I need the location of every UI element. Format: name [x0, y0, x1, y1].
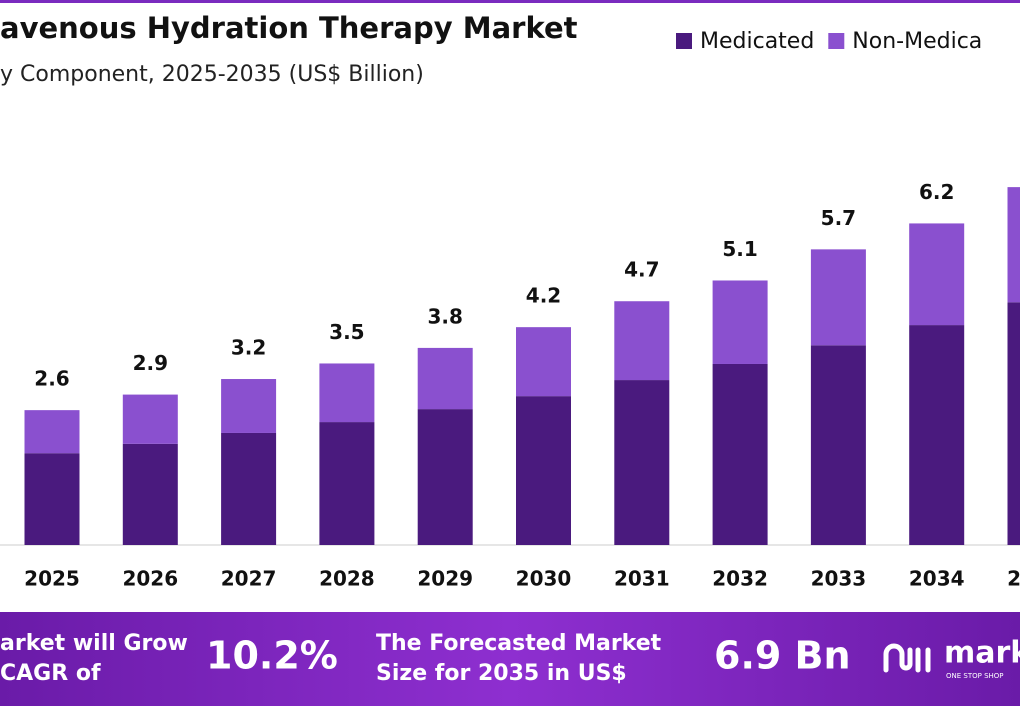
total-label: 4.2: [526, 284, 561, 308]
x-tick-label: 2033: [811, 567, 867, 591]
bar-segment: [810, 345, 866, 545]
x-tick-label: 2028: [319, 567, 375, 591]
total-label: 3.2: [231, 336, 266, 360]
bar-segment: [319, 422, 375, 545]
x-tick-label: 2025: [24, 567, 80, 591]
legend-label: Non-Medica: [852, 29, 982, 54]
bar-segment: [1007, 187, 1020, 303]
x-tick-label: 2034: [909, 567, 965, 591]
total-label: 4.7: [624, 258, 659, 282]
total-label: 5.7: [821, 206, 856, 230]
cagr-value: 10.2%: [206, 634, 338, 678]
legend-swatch: [828, 33, 845, 49]
x-tick-label: 2027: [221, 567, 277, 591]
bar-segment: [319, 363, 375, 423]
forecast-value: 6.9 Bn: [714, 634, 851, 678]
bar-segment: [417, 409, 473, 545]
logo-tagline: ONE STOP SHOP: [946, 672, 1004, 680]
bar-segment: [614, 380, 670, 545]
footer-text: Size for 2035 in US$: [376, 661, 627, 686]
bar-segment: [712, 280, 768, 364]
chart-subtitle: y Component, 2025-2035 (US$ Billion): [0, 62, 424, 87]
x-tick-label: 2032: [712, 567, 768, 591]
bar-segment: [1007, 302, 1020, 545]
chart-title: avenous Hydration Therapy Market: [0, 11, 578, 45]
bar-segment: [417, 347, 473, 410]
bar-segment: [221, 379, 277, 433]
footer-text: CAGR of: [0, 661, 101, 686]
bar-segment: [221, 432, 277, 545]
total-label: 3.5: [329, 320, 364, 344]
bar-segment: [122, 394, 178, 444]
bar-segment: [122, 443, 178, 545]
bar-segment: [516, 327, 571, 397]
top-border: [0, 0, 1020, 3]
bar-segment: [712, 363, 768, 545]
bar-segment: [909, 223, 965, 326]
bar-segment: [810, 249, 866, 346]
bar-segment: [516, 396, 571, 545]
x-tick-label: 2035: [1007, 567, 1020, 591]
total-label: 5.1: [722, 237, 757, 261]
total-label: 3.8: [427, 304, 462, 328]
logo-icon: [883, 643, 931, 673]
legend-swatch: [676, 33, 692, 49]
bar-segment: [614, 301, 670, 381]
bar-segment: [24, 410, 80, 454]
footer-text: arket will Grow: [0, 631, 188, 656]
bar-segment: [909, 325, 965, 545]
x-tick-label: 2026: [122, 567, 178, 591]
footer-band: [0, 612, 1020, 706]
total-label: 2.6: [34, 367, 69, 391]
footer-text: The Forecasted Market: [376, 631, 662, 656]
bar-segment: [24, 453, 80, 545]
legend-label: Medicated: [700, 29, 814, 54]
logo: mark: [944, 636, 1020, 671]
total-label: 6.2: [919, 180, 954, 204]
x-tick-label: 2030: [516, 567, 572, 591]
x-tick-label: 2031: [614, 567, 670, 591]
x-tick-label: 2029: [417, 567, 473, 591]
total-label: 2.9: [133, 351, 168, 375]
